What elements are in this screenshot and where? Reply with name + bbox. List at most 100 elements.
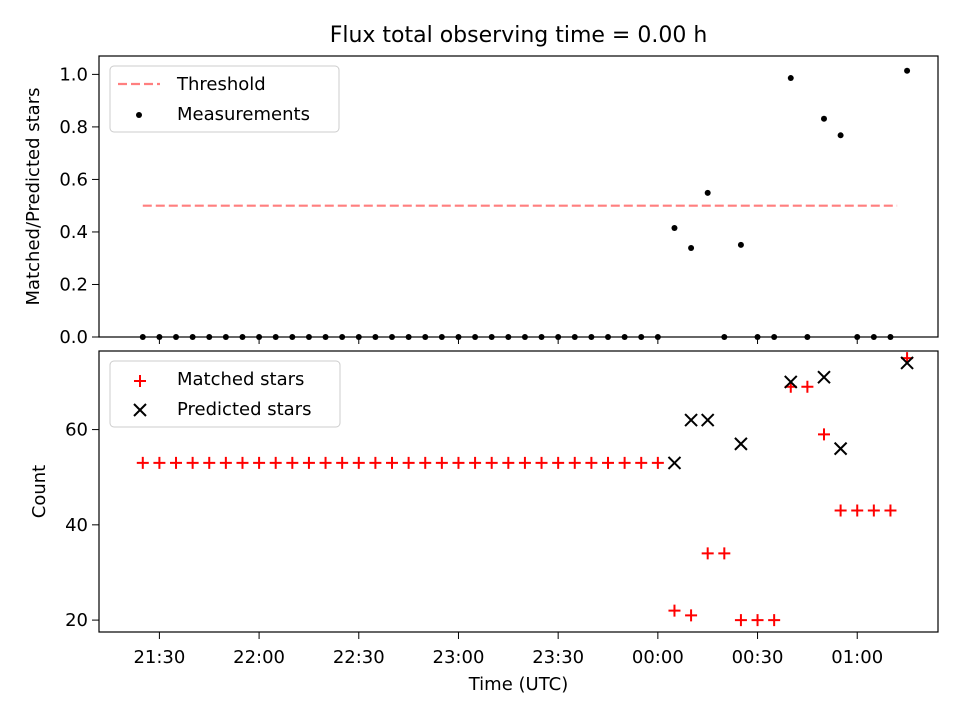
top-y-tick-label: 1.0 xyxy=(59,64,88,85)
matched-star-point xyxy=(253,456,266,469)
chart-title: Flux total observing time = 0.00 h xyxy=(330,23,708,48)
predicted-star-point xyxy=(667,456,682,470)
matched-star-point xyxy=(568,456,581,469)
matched-star-point xyxy=(685,609,698,622)
predicted-star-point xyxy=(833,441,848,456)
legend-measurements-label: Measurements xyxy=(177,104,310,125)
matched-star-point xyxy=(352,456,365,469)
matched-star-point xyxy=(768,614,781,627)
legend-predicted-swatch xyxy=(133,403,147,417)
predicted-star-point xyxy=(684,413,698,427)
top-y-tick-label: 0.0 xyxy=(59,327,88,348)
x-tick-label: 23:00 xyxy=(433,647,485,668)
matched-star-point xyxy=(469,456,482,469)
x-tick-label: 23:30 xyxy=(532,647,584,668)
matched-star-point xyxy=(867,504,880,517)
matched-star-point xyxy=(734,614,747,627)
matched-star-point xyxy=(302,456,315,469)
matched-star-point xyxy=(751,614,764,627)
matched-star-point xyxy=(402,456,415,469)
top-panel: 0.0 0.2 0.4 0.6 0.8 1.0 Matched/Predicted sta… xyxy=(23,55,939,348)
matched-star-point xyxy=(535,456,548,469)
measurement-point xyxy=(671,225,678,232)
bottom-y-tick-label: 40 xyxy=(65,515,88,536)
matched-star-point xyxy=(369,456,382,469)
matched-star-point xyxy=(136,456,149,469)
matched-star-point xyxy=(452,456,465,469)
matched-star-point xyxy=(635,456,648,469)
matched-star-point xyxy=(502,456,515,469)
matched-star-point xyxy=(668,604,681,617)
matched-star-point xyxy=(153,456,166,469)
matched-star-point xyxy=(419,456,432,469)
bottom-x-ticks: 21:30 22:00 22:30 23:00 23:30 00:00 00:30 01:00 xyxy=(133,632,883,668)
x-tick-label: 21:30 xyxy=(133,647,185,668)
top-y-tick-label: 0.8 xyxy=(59,117,88,138)
x-tick-label: 00:00 xyxy=(632,647,684,668)
matched-star-point xyxy=(219,456,232,469)
matched-star-point xyxy=(386,456,399,469)
legend-measurements-swatch xyxy=(136,112,142,118)
top-y-axis-label: Matched/Predicted stars xyxy=(23,88,44,306)
predicted-star-point xyxy=(700,413,715,427)
bottom-panel: 20 40 60 21:30 22:00 22:30 23:00 23:30 00:00 00:… xyxy=(29,350,939,695)
bottom-y-tick-label: 20 xyxy=(65,610,88,631)
matched-star-point xyxy=(884,504,897,517)
predicted-star-point xyxy=(900,356,914,370)
legend-matched-swatch xyxy=(134,375,146,387)
measurement-point xyxy=(821,115,827,122)
top-y-tick-label: 0.2 xyxy=(59,274,88,295)
bottom-y-axis-label: Count xyxy=(29,465,50,518)
top-y-tick-label: 0.6 xyxy=(59,169,88,190)
matched-star-point xyxy=(485,456,498,469)
legend-predicted-label: Predicted stars xyxy=(177,399,311,420)
matched-star-point xyxy=(834,504,847,517)
top-legend-box xyxy=(109,65,340,133)
matched-star-point xyxy=(552,456,565,469)
legend-matched-label: Matched stars xyxy=(177,369,304,390)
predicted-star-point xyxy=(734,437,748,451)
legend-threshold-label: Threshold xyxy=(176,74,266,95)
bottom-legend: Matched stars Predicted stars xyxy=(109,360,341,428)
measurement-point xyxy=(704,189,711,196)
bottom-y-tick-label: 60 xyxy=(65,420,88,441)
matched-star-point xyxy=(236,456,249,469)
matched-star-point xyxy=(518,456,531,469)
matched-star-point xyxy=(602,456,615,469)
top-legend: Threshold Measurements xyxy=(109,65,340,133)
matched-star-point xyxy=(186,456,199,469)
predicted-star-point xyxy=(784,375,798,389)
x-tick-label: 00:30 xyxy=(732,647,784,668)
measurement-point xyxy=(688,244,695,251)
x-tick-label: 01:00 xyxy=(831,647,883,668)
top-plot-frame xyxy=(98,55,939,338)
measurement-point xyxy=(787,75,794,82)
matched-star-point xyxy=(170,456,183,469)
matched-star-point xyxy=(585,456,598,469)
matched-star-point xyxy=(435,456,448,469)
bottom-legend-box xyxy=(109,360,341,428)
bottom-plot-frame xyxy=(98,350,939,633)
matched-star-point xyxy=(851,504,864,517)
x-axis-label: Time (UTC) xyxy=(468,674,569,695)
x-tick-label: 22:30 xyxy=(333,647,385,668)
top-x-ticks xyxy=(158,337,858,344)
matched-star-point xyxy=(269,456,282,469)
matched-star-point xyxy=(203,456,216,469)
matched-star-point xyxy=(651,456,664,469)
matched-star-point xyxy=(701,547,714,560)
matched-star-point xyxy=(718,547,731,560)
matched-star-point xyxy=(818,428,830,441)
measurement-point xyxy=(904,67,911,74)
measurement-point xyxy=(837,132,844,139)
matched-star-point xyxy=(801,380,814,393)
predicted-star-point xyxy=(817,370,831,384)
matched-star-point xyxy=(336,456,349,469)
bottom-marks xyxy=(136,352,914,627)
matched-star-point xyxy=(319,456,332,469)
top-y-ticks: 0.0 0.2 0.4 0.6 0.8 1.0 xyxy=(59,64,99,348)
measurement-point xyxy=(737,241,744,248)
x-tick-label: 22:00 xyxy=(233,647,285,668)
bottom-y-ticks: 20 40 60 xyxy=(65,420,99,631)
